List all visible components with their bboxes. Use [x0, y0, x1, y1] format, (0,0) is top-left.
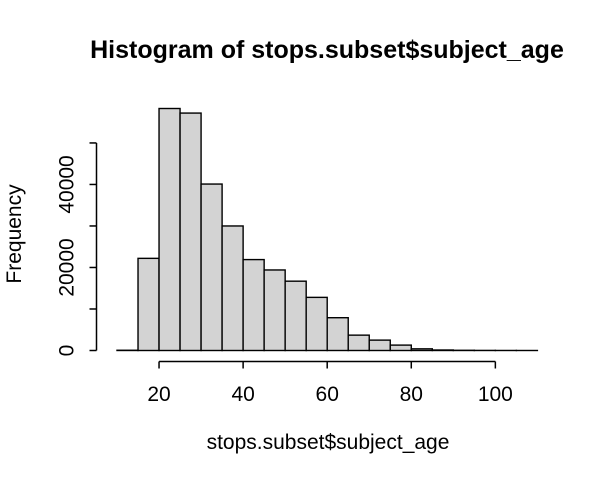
y-tick-label: 0: [55, 345, 78, 357]
histogram-bar: [347, 334, 370, 352]
y-tick-label: 20000: [55, 238, 78, 296]
x-tick-label: 100: [478, 383, 513, 406]
histogram-bar: [158, 107, 181, 352]
histogram-bar: [410, 348, 433, 352]
histogram-bar: [389, 344, 412, 352]
histogram-bar: [326, 317, 349, 352]
x-tick-label: 60: [316, 383, 339, 406]
y-axis-label: Frequency: [3, 184, 26, 284]
histogram-bar: [431, 349, 455, 352]
histogram-bar: [137, 257, 160, 352]
x-tick-label: 40: [231, 383, 254, 406]
x-axis-label: stops.subset$subject_age: [206, 431, 450, 454]
histogram-bar: [368, 339, 391, 352]
chart-title: Histogram of stops.subset$subject_age: [90, 36, 564, 64]
histogram-bar: [179, 112, 202, 352]
histogram-bar: [263, 269, 286, 352]
y-tick-label: 40000: [55, 155, 78, 213]
histogram-bar: [305, 296, 328, 352]
histogram-bar: [200, 183, 223, 352]
x-tick-label: 20: [147, 383, 170, 406]
x-tick-label: 80: [400, 383, 423, 406]
histogram-bar: [221, 225, 244, 352]
histogram-bar: [242, 258, 265, 352]
histogram-bar: [284, 280, 307, 352]
